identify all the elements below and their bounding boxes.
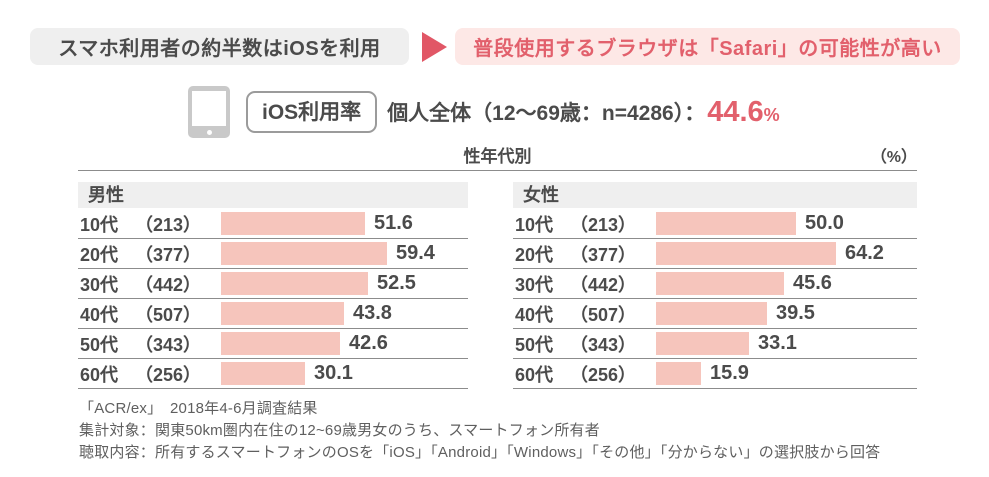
- bar-value: 15.9: [710, 362, 749, 384]
- panel-female: 女性 10代 （213） 50.0 20代 （377） 64.2 30代 （442） 45.6 4…: [513, 182, 917, 389]
- smartphone-home-button: [206, 129, 212, 135]
- metric-value-number: 44.6: [707, 95, 764, 128]
- scope-label: 個人全体（12〜69歳：n=4286）：: [387, 102, 706, 125]
- smartphone-icon: [188, 86, 230, 138]
- sample-size-label: （442）: [135, 274, 202, 295]
- age-label: 50代: [80, 334, 119, 355]
- panel-header-female: 女性: [513, 182, 917, 208]
- value-bar: [221, 212, 365, 235]
- sample-size-label: （442）: [570, 274, 637, 295]
- chart-row: 20代 （377） 59.4: [78, 239, 468, 269]
- value-bar: [656, 272, 784, 295]
- chart-title-bar: 性年代別 （%）: [78, 143, 917, 171]
- bar-value: 43.8: [353, 302, 392, 324]
- panel-rows-male: 10代 （213） 51.6 20代 （377） 59.4 30代 （442） 52.5 40代 （…: [78, 209, 468, 389]
- headline-implication: 普段使用するブラウザは「Safari」の可能性が高い: [455, 28, 960, 65]
- sample-size-label: （377）: [570, 244, 637, 265]
- sample-size-label: （507）: [135, 304, 202, 325]
- chart-row: 20代 （377） 64.2: [513, 239, 917, 269]
- footnote-source: 「ACR/ex」 2018年4-6月調査結果: [79, 400, 318, 417]
- arrow-right-icon: [422, 31, 447, 62]
- metric-value-unit: %: [763, 104, 780, 125]
- metric-label-chip: iOS利用率: [246, 91, 378, 133]
- sample-size-label: （256）: [135, 364, 202, 385]
- bar-value: 39.5: [776, 302, 815, 324]
- chart-row: 40代 （507） 39.5: [513, 299, 917, 329]
- chart-row: 10代 （213） 51.6: [78, 209, 468, 239]
- bar-value: 50.0: [805, 212, 844, 234]
- bar-value: 30.1: [314, 362, 353, 384]
- value-bar: [656, 332, 749, 355]
- chart-row: 30代 （442） 45.6: [513, 269, 917, 299]
- value-bar: [221, 332, 340, 355]
- sample-size-label: （343）: [570, 334, 637, 355]
- chart-row: 60代 （256） 30.1: [78, 359, 468, 389]
- age-label: 10代: [515, 214, 554, 235]
- value-bar: [221, 272, 368, 295]
- age-label: 30代: [80, 274, 119, 295]
- smartphone-screen: [192, 91, 226, 126]
- footnote-target: 集計対象：関東50km圏内在住の12~69歳男女のうち、スマートフォン所有者: [79, 422, 600, 439]
- bar-value: 59.4: [396, 242, 435, 264]
- bar-value: 51.6: [374, 212, 413, 234]
- age-label: 10代: [80, 214, 119, 235]
- sample-size-label: （377）: [135, 244, 202, 265]
- bar-value: 33.1: [758, 332, 797, 354]
- chart-title: 性年代別: [463, 147, 532, 166]
- value-bar: [656, 212, 796, 235]
- chart-row: 40代 （507） 43.8: [78, 299, 468, 329]
- sample-size-label: （507）: [570, 304, 637, 325]
- age-label: 60代: [515, 364, 554, 385]
- age-label: 60代: [80, 364, 119, 385]
- age-label: 20代: [515, 244, 554, 265]
- headline-statement: スマホ利用者の約半数はiOSを利用: [30, 28, 409, 65]
- metric-value: 44.6%: [707, 96, 779, 129]
- value-bar: [221, 362, 305, 385]
- chart-row: 60代 （256） 15.9: [513, 359, 917, 389]
- age-label: 20代: [80, 244, 119, 265]
- sample-size-label: （256）: [570, 364, 637, 385]
- bar-value: 42.6: [349, 332, 388, 354]
- bar-value: 64.2: [845, 242, 884, 264]
- value-bar: [221, 302, 344, 325]
- bar-value: 52.5: [377, 272, 416, 294]
- footnote-method: 聴取内容：所有するスマートフォンのOSを「iOS」「Android」「Windo…: [79, 444, 881, 461]
- footnotes: 「ACR/ex」 2018年4-6月調査結果 集計対象：関東50km圏内在住の1…: [79, 398, 880, 464]
- bar-value: 45.6: [793, 272, 832, 294]
- value-bar: [221, 242, 387, 265]
- panel-header-male: 男性: [78, 182, 468, 208]
- age-label: 30代: [515, 274, 554, 295]
- panel-rows-female: 10代 （213） 50.0 20代 （377） 64.2 30代 （442） 45.6 40代 （…: [513, 209, 917, 389]
- age-label: 40代: [515, 304, 554, 325]
- chart-row: 50代 （343） 33.1: [513, 329, 917, 359]
- headline-row: スマホ利用者の約半数はiOSを利用 普段使用するブラウザは「Safari」の可能…: [30, 28, 960, 65]
- sample-size-label: （213）: [570, 214, 637, 235]
- chart-unit-label: （%）: [870, 149, 917, 166]
- summary-row: iOS利用率 個人全体（12〜69歳：n=4286）： 44.6%: [188, 86, 780, 138]
- chart-row: 10代 （213） 50.0: [513, 209, 917, 239]
- panel-male: 男性 10代 （213） 51.6 20代 （377） 59.4 30代 （442） 52.5 4…: [78, 182, 468, 389]
- age-label: 40代: [80, 304, 119, 325]
- age-label: 50代: [515, 334, 554, 355]
- chart-panels: 男性 10代 （213） 51.6 20代 （377） 59.4 30代 （442） 52.5 4…: [78, 182, 917, 389]
- value-bar: [656, 362, 701, 385]
- sample-size-label: （343）: [135, 334, 202, 355]
- sample-size-label: （213）: [135, 214, 202, 235]
- value-bar: [656, 242, 836, 265]
- value-bar: [656, 302, 767, 325]
- chart-row: 50代 （343） 42.6: [78, 329, 468, 359]
- chart-row: 30代 （442） 52.5: [78, 269, 468, 299]
